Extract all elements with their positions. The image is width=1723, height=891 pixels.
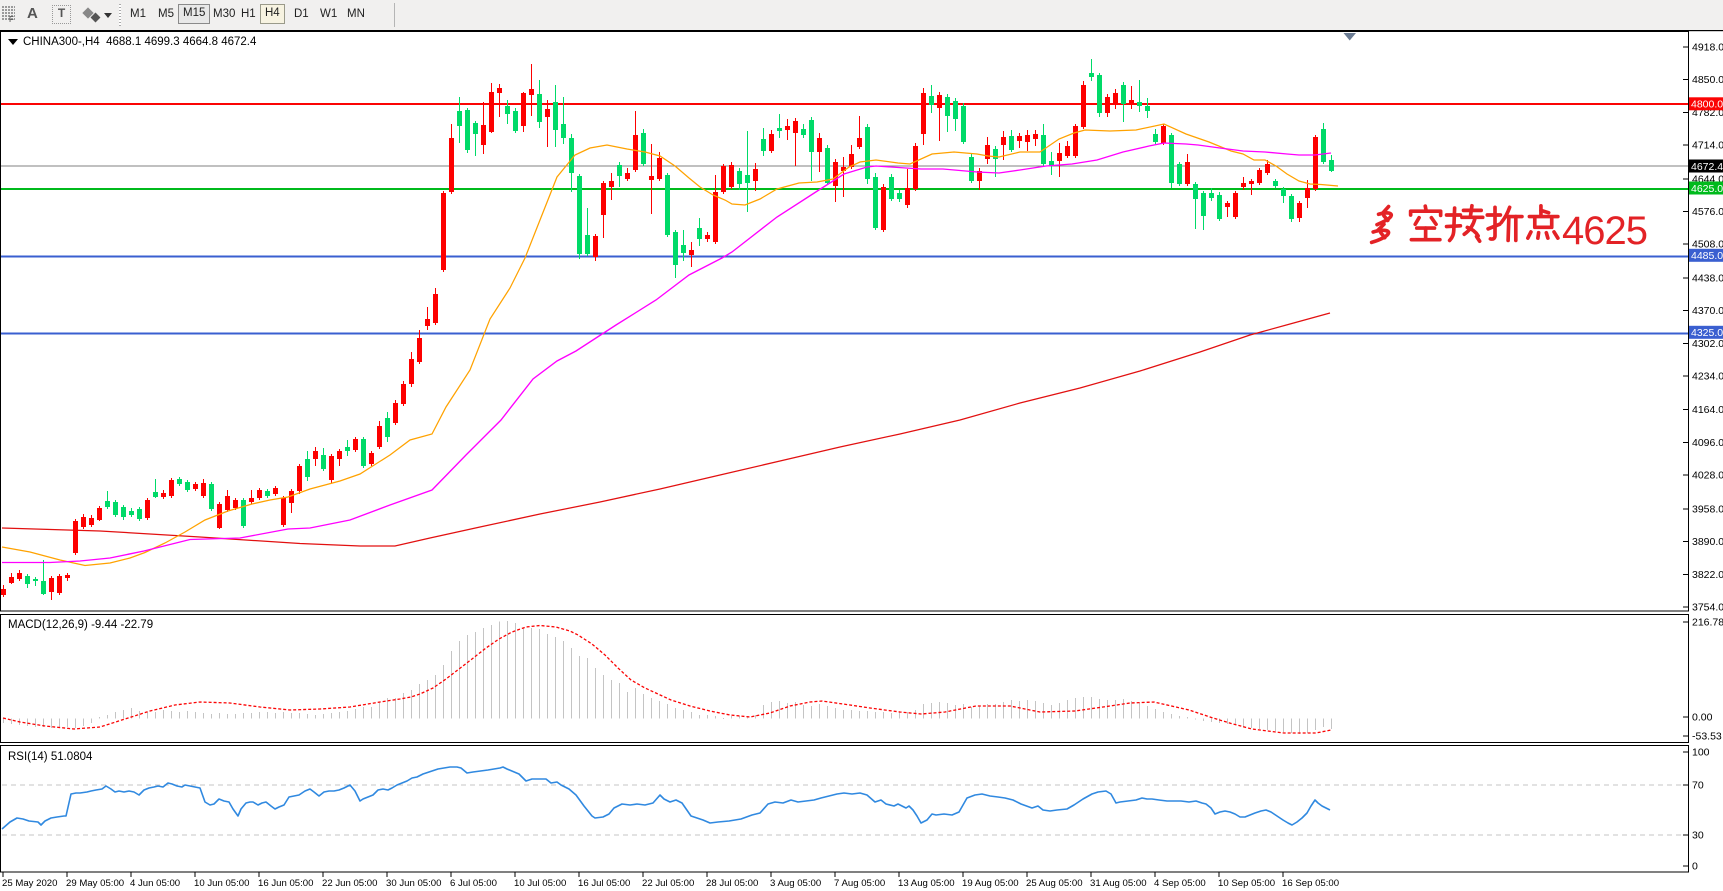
svg-text:4625.0: 4625.0 — [1691, 183, 1723, 195]
svg-text:3 Aug 05:00: 3 Aug 05:00 — [770, 878, 821, 889]
svg-text:70: 70 — [1692, 780, 1704, 792]
svg-text:16 Sep 05:00: 16 Sep 05:00 — [1282, 878, 1339, 889]
svg-text:4672.4: 4672.4 — [1691, 161, 1723, 173]
svg-text:6 Jul 05:00: 6 Jul 05:00 — [450, 878, 497, 889]
svg-text:4 Jun 05:00: 4 Jun 05:00 — [130, 878, 180, 889]
svg-text:0.00: 0.00 — [1692, 712, 1713, 724]
svg-text:4028.0: 4028.0 — [1692, 470, 1723, 482]
svg-text:25 May 2020: 25 May 2020 — [2, 878, 57, 889]
svg-text:4234.0: 4234.0 — [1692, 371, 1723, 383]
svg-text:16 Jul 05:00: 16 Jul 05:00 — [578, 878, 630, 889]
svg-text:31 Aug 05:00: 31 Aug 05:00 — [1090, 878, 1147, 889]
svg-text:13 Aug 05:00: 13 Aug 05:00 — [898, 878, 955, 889]
svg-text:22 Jun 05:00: 22 Jun 05:00 — [322, 878, 377, 889]
svg-text:30 Jun 05:00: 30 Jun 05:00 — [386, 878, 441, 889]
svg-text:25 Aug 05:00: 25 Aug 05:00 — [1026, 878, 1083, 889]
svg-text:4625: 4625 — [1562, 209, 1647, 253]
svg-text:MACD(12,26,9) -9.44 -22.79: MACD(12,26,9) -9.44 -22.79 — [8, 619, 153, 631]
svg-text:4096.0: 4096.0 — [1692, 437, 1723, 449]
svg-text:4508.0: 4508.0 — [1692, 239, 1723, 251]
svg-text:4325.0: 4325.0 — [1691, 327, 1723, 339]
svg-text:4438.0: 4438.0 — [1692, 272, 1723, 284]
svg-text:4800.0: 4800.0 — [1691, 99, 1723, 111]
svg-text:19 Aug 05:00: 19 Aug 05:00 — [962, 878, 1019, 889]
svg-text:28 Jul 05:00: 28 Jul 05:00 — [706, 878, 758, 889]
svg-text:30: 30 — [1692, 830, 1704, 842]
svg-text:4485.0: 4485.0 — [1691, 250, 1723, 262]
svg-text:4576.0: 4576.0 — [1692, 206, 1723, 218]
svg-text:4918.0: 4918.0 — [1692, 42, 1723, 54]
svg-text:22 Jul 05:00: 22 Jul 05:00 — [642, 878, 694, 889]
svg-text:3754.0: 3754.0 — [1692, 602, 1723, 614]
svg-text:10 Sep 05:00: 10 Sep 05:00 — [1218, 878, 1275, 889]
svg-text:CHINA300-,H4 4688.1 4699.3 46: CHINA300-,H4 4688.1 4699.3 4664.8 4672.4 — [23, 36, 257, 48]
svg-text:29 May 05:00: 29 May 05:00 — [66, 878, 124, 889]
svg-text:4850.0: 4850.0 — [1692, 74, 1723, 86]
svg-text:-53.53: -53.53 — [1692, 731, 1722, 743]
svg-text:3822.0: 3822.0 — [1692, 569, 1723, 581]
svg-text:4714.0: 4714.0 — [1692, 140, 1723, 152]
svg-text:4 Sep 05:00: 4 Sep 05:00 — [1154, 878, 1206, 889]
svg-text:4370.0: 4370.0 — [1692, 305, 1723, 317]
svg-text:10 Jul 05:00: 10 Jul 05:00 — [514, 878, 566, 889]
svg-text:100: 100 — [1692, 747, 1710, 759]
svg-text:7 Aug 05:00: 7 Aug 05:00 — [834, 878, 885, 889]
svg-text:0: 0 — [1692, 861, 1698, 873]
svg-text:F: F — [9, 15, 14, 23]
svg-text:216.78: 216.78 — [1692, 617, 1723, 629]
svg-text:RSI(14) 51.0804: RSI(14) 51.0804 — [8, 751, 93, 763]
svg-text:3890.0: 3890.0 — [1692, 536, 1723, 548]
svg-text:4164.0: 4164.0 — [1692, 404, 1723, 416]
svg-text:4302.0: 4302.0 — [1692, 338, 1723, 350]
svg-text:16 Jun 05:00: 16 Jun 05:00 — [258, 878, 313, 889]
svg-text:10 Jun 05:00: 10 Jun 05:00 — [194, 878, 249, 889]
svg-text:3958.0: 3958.0 — [1692, 503, 1723, 515]
